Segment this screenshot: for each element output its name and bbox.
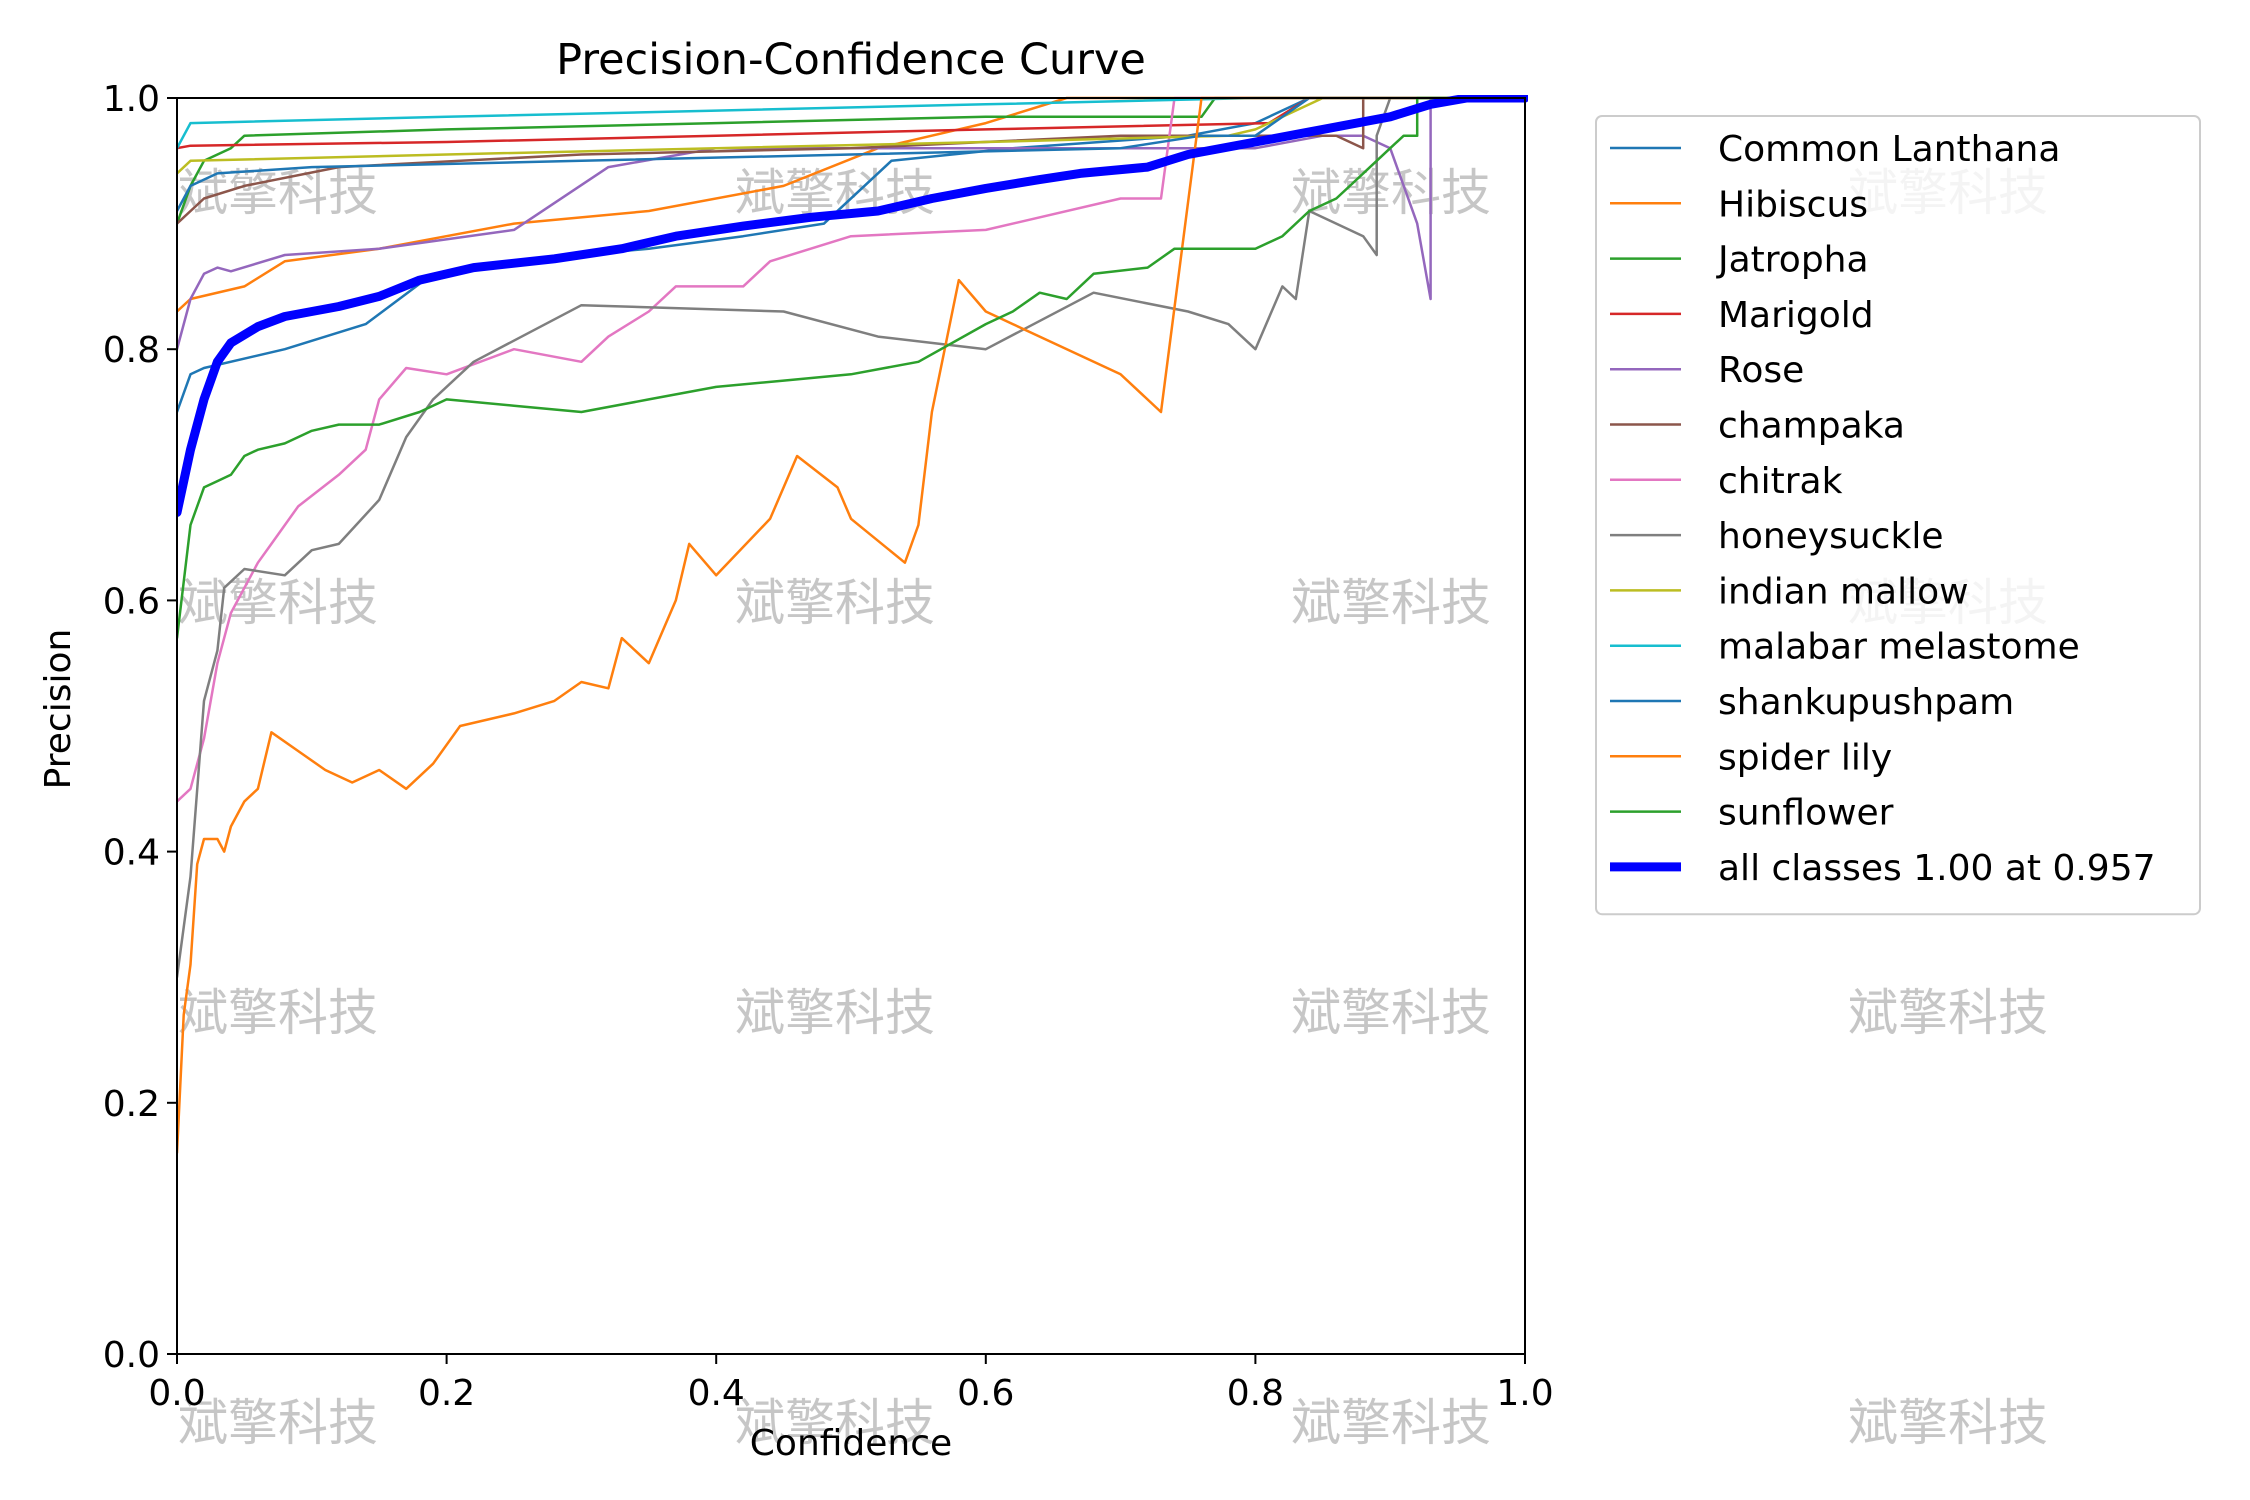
x-tick-label: 0.8 bbox=[1227, 1373, 1284, 1414]
legend-label: sunflower bbox=[1718, 793, 1894, 834]
legend-label: spider lily bbox=[1718, 737, 1892, 778]
legend-item-all-classes-1-00-at-0-957: all classes 1.00 at 0.957 bbox=[1610, 848, 2156, 889]
series-line-malabar-melastome bbox=[177, 96, 1527, 150]
legend-item-spider-lily: spider lily bbox=[1610, 737, 1892, 778]
chart-title: Precision-Confidence Curve bbox=[556, 35, 1146, 85]
legend-box bbox=[1595, 115, 2201, 916]
watermark-text: 斌擎科技 bbox=[178, 574, 378, 632]
legend-item-shankupushpam: shankupushpam bbox=[1610, 682, 2014, 723]
series-line-shankupushpam bbox=[177, 96, 1527, 213]
legend-label: honeysuckle bbox=[1718, 516, 1943, 557]
legend-label: Hibiscus bbox=[1718, 184, 1868, 225]
legend-item-common-lanthana: Common Lanthana bbox=[1610, 129, 2060, 170]
watermark-text: 斌擎科技 bbox=[1848, 1394, 2048, 1452]
x-tick-label: 0.2 bbox=[418, 1373, 475, 1414]
x-axis-ticks: 0.0 0.2 0.4 0.6 0.8 1.0 bbox=[148, 1354, 1554, 1414]
legend-item-marigold: Marigold bbox=[1610, 295, 1874, 336]
watermark-text: 斌擎科技 bbox=[1291, 574, 1491, 632]
x-tick-label: 1.0 bbox=[1496, 1373, 1553, 1414]
legend-label: Common Lanthana bbox=[1718, 129, 2060, 170]
x-tick-label: 0.4 bbox=[688, 1373, 745, 1414]
legend-label: chitrak bbox=[1718, 461, 1843, 502]
legend-label: malabar melastome bbox=[1718, 627, 2080, 668]
legend-item-hibiscus: Hibiscus bbox=[1610, 184, 1868, 225]
legend-item-jatropha: Jatropha bbox=[1610, 240, 1869, 281]
y-tick-label: 0.4 bbox=[103, 833, 160, 874]
series-line-chitrak bbox=[177, 96, 1527, 803]
watermark-text: 斌擎科技 bbox=[178, 1394, 378, 1452]
legend-label: champaka bbox=[1718, 406, 1905, 447]
legend-label: shankupushpam bbox=[1718, 682, 2014, 723]
watermark-text: 斌擎科技 bbox=[1291, 984, 1491, 1042]
legend-item-indian-mallow: indian mallow bbox=[1610, 571, 1969, 612]
y-tick-label: 0.0 bbox=[103, 1335, 160, 1376]
legend-item-chitrak: chitrak bbox=[1610, 461, 1843, 502]
series-line-indian-mallow bbox=[177, 96, 1527, 175]
series-line-hibiscus bbox=[177, 96, 1527, 313]
series-line-spider-lily bbox=[177, 96, 1527, 1155]
legend-item-champaka: champaka bbox=[1610, 406, 1905, 447]
series-line-honeysuckle bbox=[177, 96, 1527, 979]
watermark-text: 斌擎科技 bbox=[735, 574, 935, 632]
series-line-sunflower bbox=[177, 96, 1527, 640]
legend-label: Marigold bbox=[1718, 295, 1874, 336]
legend-label: indian mallow bbox=[1718, 571, 1969, 612]
watermark-text: 斌擎科技 bbox=[1291, 1394, 1491, 1452]
legend-item-malabar-melastome: malabar melastome bbox=[1610, 627, 2080, 668]
series-line-common-lanthana bbox=[177, 96, 1527, 414]
watermark-text: 斌擎科技 bbox=[178, 984, 378, 1042]
legend-label: Jatropha bbox=[1716, 240, 1869, 281]
x-tick-label: 0.6 bbox=[957, 1373, 1014, 1414]
x-axis-label: Confidence bbox=[750, 1423, 952, 1464]
legend-item-rose: Rose bbox=[1610, 350, 1804, 391]
y-axis-ticks: 0.0 0.2 0.4 0.6 0.8 1.0 bbox=[103, 79, 177, 1376]
y-tick-label: 1.0 bbox=[103, 79, 160, 120]
y-tick-label: 0.2 bbox=[103, 1084, 160, 1125]
series-line-jatropha bbox=[177, 96, 1527, 225]
y-axis-label: Precision bbox=[38, 629, 79, 790]
legend-label: Rose bbox=[1718, 350, 1804, 391]
watermark-text: 斌擎科技 bbox=[735, 984, 935, 1042]
legend: Common Lanthana Hibiscus Jatropha Marigold R… bbox=[1595, 115, 2201, 916]
watermark-text: 斌擎科技 bbox=[178, 164, 378, 222]
legend-label: all classes 1.00 at 0.957 bbox=[1718, 848, 2156, 889]
y-tick-label: 0.8 bbox=[103, 330, 160, 371]
y-tick-label: 0.6 bbox=[103, 581, 160, 622]
watermark-text: 斌擎科技 bbox=[735, 1394, 935, 1452]
plot-frame bbox=[176, 97, 1526, 1355]
series-line-all-classes-1-00-at-0-957 bbox=[177, 95, 1528, 517]
legend-item-honeysuckle: honeysuckle bbox=[1610, 516, 1943, 557]
legend-item-sunflower: sunflower bbox=[1610, 793, 1894, 834]
watermark-text: 斌擎科技 bbox=[1291, 164, 1491, 222]
x-tick-label: 0.0 bbox=[148, 1373, 205, 1414]
series-line-marigold bbox=[177, 96, 1527, 150]
watermark-text: 斌擎科技 bbox=[1848, 984, 2048, 1042]
plot-area bbox=[177, 95, 1528, 1155]
